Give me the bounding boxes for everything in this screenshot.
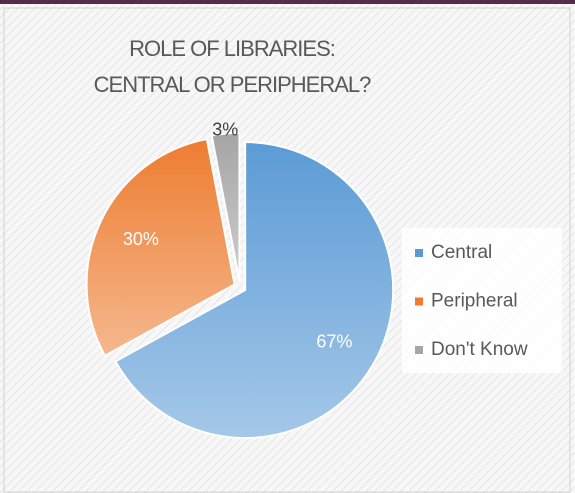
legend-swatch [415,346,423,354]
chart-border [3,7,571,493]
data-label: 67% [316,332,352,352]
data-label: 3% [212,119,238,139]
legend-box [402,228,562,373]
chart-title: ROLE OF LIBRARIES: [129,36,335,61]
legend-swatch [415,249,423,257]
pie-slice [210,132,241,282]
chart-title: CENTRAL OR PERIPHERAL? [94,72,371,97]
legend-label: Peripheral [431,291,518,312]
pie-slice [114,141,395,440]
legend-label: Central [431,242,492,263]
legend-swatch [415,297,423,306]
data-label: 30% [123,229,159,249]
top-bar [0,0,575,4]
legend-label: Don't Know [431,339,528,360]
pie-slice [85,137,236,358]
